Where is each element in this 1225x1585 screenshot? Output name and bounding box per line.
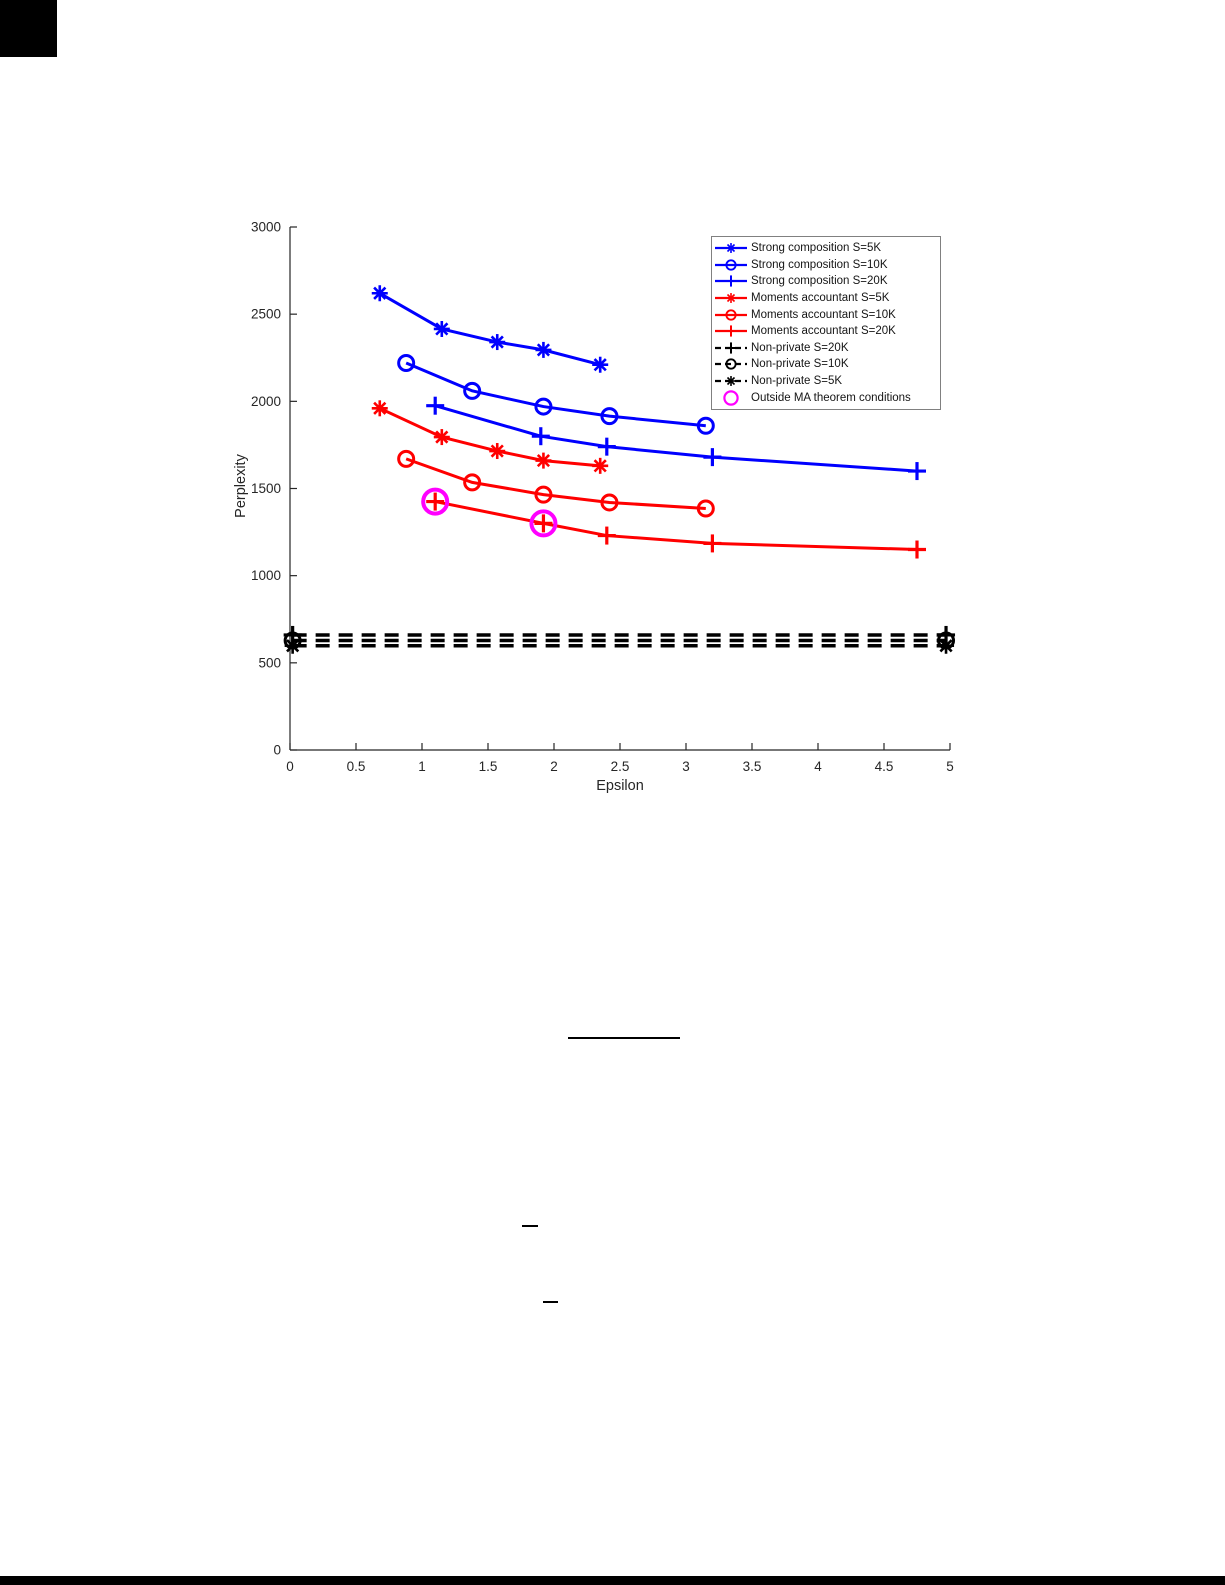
legend-marker-sample (715, 259, 747, 271)
legend-marker-sample (715, 243, 747, 254)
legend-label: Non-private S=20K (751, 341, 849, 354)
equation-fraction-bar (543, 1301, 558, 1303)
x-tick-label: 2 (550, 759, 558, 774)
legend-marker-sample (723, 389, 739, 406)
legend-label: Non-private S=10K (751, 358, 849, 371)
x-tick-label: 5 (946, 759, 954, 774)
x-tick-label: 0.5 (347, 759, 366, 774)
y-tick-label: 2500 (251, 307, 281, 322)
legend-marker-sample (715, 358, 747, 371)
y-axis-label: Perplexity (233, 454, 249, 518)
series-line (379, 291, 601, 367)
page-corner-black-square (0, 0, 57, 57)
legend-label: Outside MA theorem conditions (751, 391, 911, 404)
series-line (405, 361, 706, 428)
x-tick-label: 4 (814, 759, 822, 774)
equation-fraction-bar (568, 1037, 680, 1039)
legend-label: Moments accountant S=10K (751, 308, 896, 321)
legend-item: Non-private S=10K (714, 356, 938, 373)
legend-item: Outside MA theorem conditions (714, 389, 938, 406)
x-tick-label: 3 (682, 759, 690, 774)
legend-marker-sample (715, 376, 747, 387)
legend-item: Moments accountant S=20K (714, 323, 938, 340)
y-tick-label: 500 (258, 655, 281, 670)
perplexity-vs-epsilon-chart: 0 0.5 1 1.5 2 2.5 3 3.5 4 4.5 5 0 500 1000 1500 2000 250… (251, 220, 956, 774)
legend-label: Strong composition S=20K (751, 275, 888, 288)
y-tick-label: 0 (273, 743, 281, 758)
legend-label: Moments accountant S=5K (751, 292, 890, 305)
legend-item: Moments accountant S=10K (714, 306, 938, 323)
legend-marker-sample (715, 275, 747, 288)
y-tick-label: 1000 (251, 568, 281, 583)
y-tick-label: 3000 (251, 220, 281, 235)
legend-label: Strong composition S=5K (751, 242, 882, 255)
y-tick-label: 1500 (251, 481, 281, 496)
legend-marker-sample (715, 293, 747, 304)
chart-legend: Strong composition S=5K Strong compositio… (711, 236, 941, 410)
legend-item: Strong composition S=20K (714, 273, 938, 290)
legend-label: Non-private S=5K (751, 375, 843, 388)
series-line (405, 457, 706, 511)
equation-fraction-bar (522, 1225, 538, 1227)
x-tick-label: 2.5 (611, 759, 630, 774)
x-tick-label: 3.5 (743, 759, 762, 774)
legend-item: Non-private S=20K (714, 340, 938, 357)
legend-marker-sample (715, 342, 747, 354)
x-tick-label: 1.5 (479, 759, 498, 774)
legend-item: Strong composition S=5K (714, 240, 938, 257)
legend-item: Strong composition S=10K (714, 257, 938, 274)
x-tick-label: 1 (418, 759, 426, 774)
y-tick-label: 2000 (251, 394, 281, 409)
legend-marker-sample (715, 309, 747, 321)
series-line (434, 500, 918, 552)
legend-label: Moments accountant S=20K (751, 325, 896, 338)
legend-item: Moments accountant S=5K (714, 290, 938, 307)
legend-label: Strong composition S=10K (751, 258, 888, 271)
x-axis-label: Epsilon (596, 778, 644, 794)
x-tick-label: 4.5 (875, 759, 894, 774)
x-tick-label: 0 (286, 759, 294, 774)
legend-item: Non-private S=5K (714, 373, 938, 390)
series-line (434, 404, 918, 473)
page-bottom-black-bar (0, 1576, 1225, 1585)
legend-marker-sample (715, 325, 747, 337)
